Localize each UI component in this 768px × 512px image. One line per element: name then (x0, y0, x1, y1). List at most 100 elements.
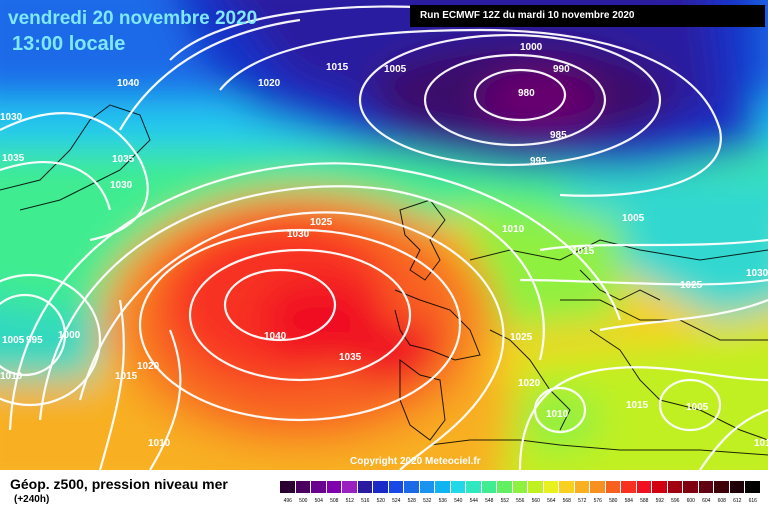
scale-swatch (621, 481, 637, 493)
isobar-label: 1040 (117, 78, 140, 89)
scale-label: 540 (454, 498, 463, 504)
scale-swatch (295, 481, 311, 493)
scale-label: 580 (609, 498, 618, 504)
scale-swatch (605, 481, 621, 493)
scale-swatch (388, 481, 404, 493)
scale-label: 548 (485, 498, 494, 504)
scale-label: 560 (531, 498, 540, 504)
isobar-label: 1005 (622, 213, 645, 224)
legend-panel: Géop. z500, pression niveau mer (+240h) … (0, 470, 768, 512)
isobar-label: 1035 (339, 352, 362, 363)
scale-label: 504 (314, 498, 323, 504)
scale-label: 556 (516, 498, 525, 504)
scale-label: 596 (671, 498, 680, 504)
isobar-label: 1015 (572, 246, 595, 257)
scale-swatch (481, 481, 497, 493)
scale-swatch (419, 481, 435, 493)
scale-label: 576 (593, 498, 602, 504)
isobar-label: 101 (754, 438, 768, 449)
scale-label: 512 (345, 498, 354, 504)
scale-swatch (512, 481, 528, 493)
scale-label: 496 (283, 498, 292, 504)
isobar-label: 1030 (0, 112, 23, 123)
scale-swatch (698, 481, 714, 493)
scale-swatch (636, 481, 652, 493)
scale-swatch (357, 481, 373, 493)
isobar-label: 1025 (510, 332, 533, 343)
forecast-time: 13:00 locale (12, 33, 126, 55)
scale-label: 500 (299, 498, 308, 504)
isobar-label: 1020 (137, 361, 160, 372)
scale-label: 612 (733, 498, 742, 504)
scale-swatch (342, 481, 358, 493)
scale-label: 572 (578, 498, 587, 504)
scale-label: 600 (686, 498, 695, 504)
scale-swatch (729, 481, 745, 493)
scale-swatch (590, 481, 606, 493)
isobar-label: 1010 (0, 371, 23, 382)
scale-swatch (326, 481, 342, 493)
scale-label: 552 (500, 498, 509, 504)
legend-title: Géop. z500, pression niveau mer (10, 476, 228, 492)
legend-subtitle: (+240h) (14, 494, 50, 505)
scale-label: 584 (624, 498, 633, 504)
scale-swatch (543, 481, 559, 493)
scale-swatch (373, 481, 389, 493)
isobar-label: 1030 (287, 229, 310, 240)
isobar-label: 1000 (520, 42, 543, 53)
isobar-label: 1025 (680, 280, 703, 291)
scale-label: 520 (376, 498, 385, 504)
scale-label: 532 (423, 498, 432, 504)
isobar-label: 1005 (384, 64, 407, 75)
scale-swatch (714, 481, 730, 493)
isobar-label: 990 (553, 64, 570, 75)
scale-label: 544 (469, 498, 478, 504)
isobar-label: 1010 (502, 224, 525, 235)
isobar-label: 1030 (746, 268, 768, 279)
isobar-label: 1020 (258, 78, 281, 89)
scale-swatch (404, 481, 420, 493)
scale-label: 604 (702, 498, 711, 504)
scale-swatch (683, 481, 699, 493)
scale-swatch (667, 481, 683, 493)
scale-label: 608 (717, 498, 726, 504)
scale-label: 592 (655, 498, 664, 504)
forecast-date: vendredi 20 novembre 2020 (8, 8, 258, 29)
isobar-label: 1035 (112, 154, 135, 165)
scale-swatch (311, 481, 327, 493)
isobar-label: 995 (26, 335, 43, 346)
isobar-label: 1005 (686, 402, 709, 413)
scale-swatch (497, 481, 513, 493)
isobar-label: 1000 (58, 330, 81, 341)
isobar-label: 1005 (2, 335, 25, 346)
isobar-label: 1025 (310, 217, 333, 228)
weather-map: 1040 1020 1015 1005 1000 990 980 985 995 1030 1035… (0, 0, 768, 470)
scale-label: 508 (330, 498, 339, 504)
isobar-label: 1035 (2, 153, 25, 164)
copyright-notice: Copyright 2020 Meteociel.fr (350, 456, 481, 467)
isobar-label: 985 (550, 130, 567, 141)
isobar-label: 1040 (264, 331, 287, 342)
scale-label: 524 (392, 498, 401, 504)
isobar-label: 1010 (546, 409, 569, 420)
scale-swatch (574, 481, 590, 493)
isobar-label: 1030 (110, 180, 133, 191)
scale-label: 516 (361, 498, 370, 504)
isobar-label: 1015 (115, 371, 138, 382)
scale-swatch (652, 481, 668, 493)
isobar-label: 1015 (626, 400, 649, 411)
isobar-label: 1010 (148, 438, 171, 449)
isobar-label: 995 (530, 156, 547, 167)
isobar-label: 1015 (326, 62, 349, 73)
scale-label: 588 (640, 498, 649, 504)
scale-label: 528 (407, 498, 416, 504)
scale-label: 616 (748, 498, 757, 504)
scale-label: 568 (562, 498, 571, 504)
isobar-label: 980 (518, 88, 535, 99)
scale-swatch (745, 481, 761, 493)
color-scale (280, 481, 761, 493)
scale-label: 564 (547, 498, 556, 504)
scale-swatch (280, 481, 296, 493)
scale-swatch (466, 481, 482, 493)
scale-swatch (450, 481, 466, 493)
